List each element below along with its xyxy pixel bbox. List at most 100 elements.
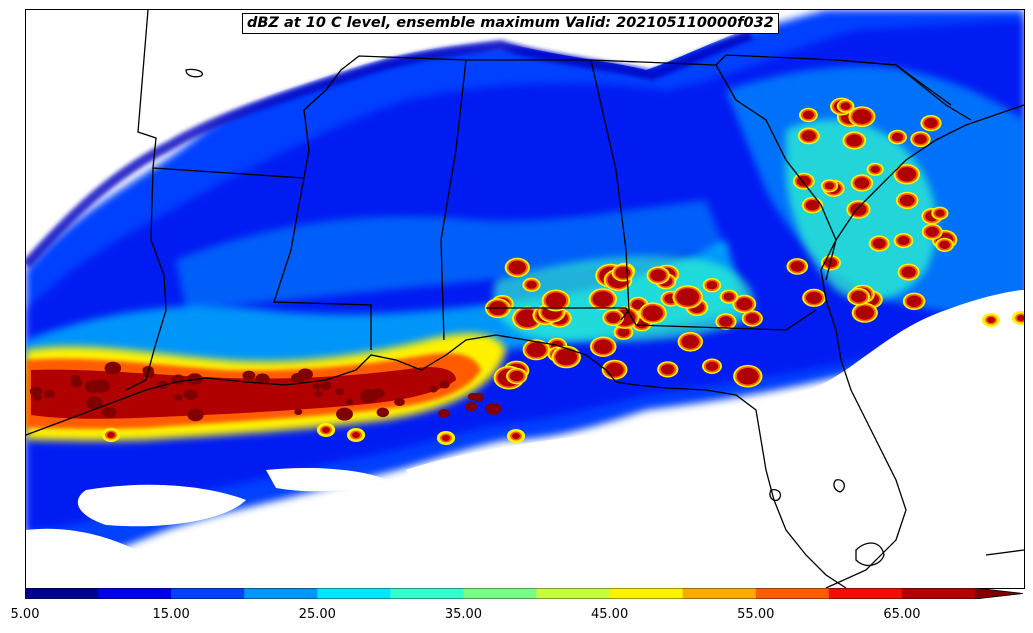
storm-cell-core — [723, 292, 735, 301]
colorbar-bin — [244, 588, 318, 599]
storm-cell-core — [394, 397, 405, 407]
border-nc-sc — [835, 59, 972, 121]
storm-cell-core — [676, 288, 700, 306]
storm-cell-core — [291, 373, 305, 384]
colorbar-tick-label: 35.00 — [444, 607, 483, 622]
gulf-coastline — [26, 334, 847, 588]
storm-cell-core — [681, 335, 700, 349]
storm-cell-core — [605, 362, 624, 377]
storm-cell-core — [852, 109, 872, 124]
clear-north — [26, 10, 746, 260]
storm-cell-core — [855, 305, 874, 320]
storm-cell-core — [897, 236, 910, 246]
storm-cell-core — [545, 292, 567, 309]
storm-cell-core — [509, 370, 524, 382]
lake-okeechobee — [855, 542, 885, 567]
colorbar-tick-label: 65.00 — [883, 607, 921, 622]
storm-cell-core — [840, 102, 851, 110]
storm-cell-core — [914, 134, 927, 145]
storm-cell-core — [526, 280, 537, 289]
storm-cell-core — [939, 240, 950, 249]
storm-cell-core — [615, 266, 631, 279]
colorbar-bin — [901, 588, 976, 599]
storm-cell-core — [526, 342, 546, 358]
border-tx-la — [125, 167, 167, 391]
bahamas-coast — [985, 549, 1024, 556]
storm-cell-core — [336, 407, 353, 421]
storm-cell-core — [33, 394, 43, 402]
colorbar-bin — [609, 588, 684, 599]
storm-cells — [29, 97, 1024, 445]
storm-cell-core — [737, 367, 759, 385]
storm-cell-core — [661, 364, 675, 375]
border-al-ga — [590, 59, 630, 321]
storm-cell-core — [555, 348, 578, 366]
gulf-clear-west-b — [266, 468, 386, 492]
lake-texoma — [185, 68, 203, 78]
storm-cell-core — [183, 389, 198, 401]
storm-cell-core — [371, 388, 385, 399]
storm-cell-core — [870, 165, 880, 173]
storm-cell-core — [70, 378, 83, 388]
storm-cell-core — [322, 427, 330, 433]
gulf-clear — [26, 290, 1024, 588]
colorbar-bin — [536, 588, 611, 599]
storm-cell-core — [104, 361, 122, 375]
storm-cell-core — [897, 167, 917, 182]
storm-cell-core — [465, 401, 478, 412]
storm-cell-core — [924, 118, 938, 129]
storm-cell-core — [255, 373, 270, 385]
colorbar-bin — [25, 588, 99, 599]
colorbar-bin — [317, 588, 391, 599]
storm-cell-core — [745, 313, 759, 324]
storm-cell-core — [891, 132, 904, 142]
storm-cell-core — [802, 110, 814, 120]
reflectivity-field — [26, 10, 1024, 570]
storm-cell-core — [642, 305, 663, 322]
storm-cell-core — [906, 295, 922, 307]
storm-cell-core — [650, 269, 666, 282]
colorbar-bin — [390, 588, 464, 599]
field-20dbz-a — [176, 200, 726, 310]
storm-cell-core — [854, 177, 870, 189]
storm-cell-core — [429, 385, 438, 393]
storm-cell-core — [376, 407, 389, 418]
storm-cell-core — [846, 134, 863, 147]
storm-cell-core — [512, 433, 520, 439]
colorbar-tick-label: 45.00 — [591, 607, 629, 622]
colorbar-bin — [463, 588, 538, 599]
storm-cell-core — [925, 226, 939, 237]
storm-cell-core — [86, 396, 103, 410]
storm-cell-core — [335, 388, 345, 395]
colorbar-outline — [25, 588, 1023, 599]
colorbar-tick-label: 15.00 — [152, 607, 190, 622]
field-30dbz-band — [26, 240, 746, 380]
storm-cell-core — [790, 261, 805, 272]
storm-cell-core — [632, 299, 645, 310]
colorbar — [25, 588, 1023, 599]
storm-cell-core — [242, 370, 256, 381]
reflectivity-map — [26, 10, 1024, 588]
storm-cell-core — [187, 408, 204, 422]
storm-cell-core — [467, 393, 478, 401]
gulf-clear-east — [406, 290, 1024, 588]
storm-cell-core — [320, 381, 332, 390]
colorbar-bin — [98, 588, 172, 599]
storm-cell-core — [592, 291, 614, 307]
border-la-ms — [273, 177, 372, 350]
northern-edge — [26, 30, 753, 269]
storm-cell-core — [294, 408, 303, 415]
storm-cell-core — [935, 209, 945, 217]
storm-cell-core — [824, 182, 835, 190]
storm-cell-core — [439, 380, 450, 389]
colorbar-extend-arrow — [975, 588, 1023, 599]
colorbar-bin — [682, 588, 757, 599]
storm-cell-core — [706, 281, 718, 290]
border-ar-la-north — [152, 167, 305, 179]
storm-cell-core — [143, 369, 155, 379]
storm-cell-core — [872, 238, 886, 249]
atlantic-coastline — [820, 104, 1024, 588]
border-ms-al — [440, 59, 467, 341]
storm-cell-core — [801, 130, 816, 142]
gulf-clear-west-a — [77, 484, 246, 527]
